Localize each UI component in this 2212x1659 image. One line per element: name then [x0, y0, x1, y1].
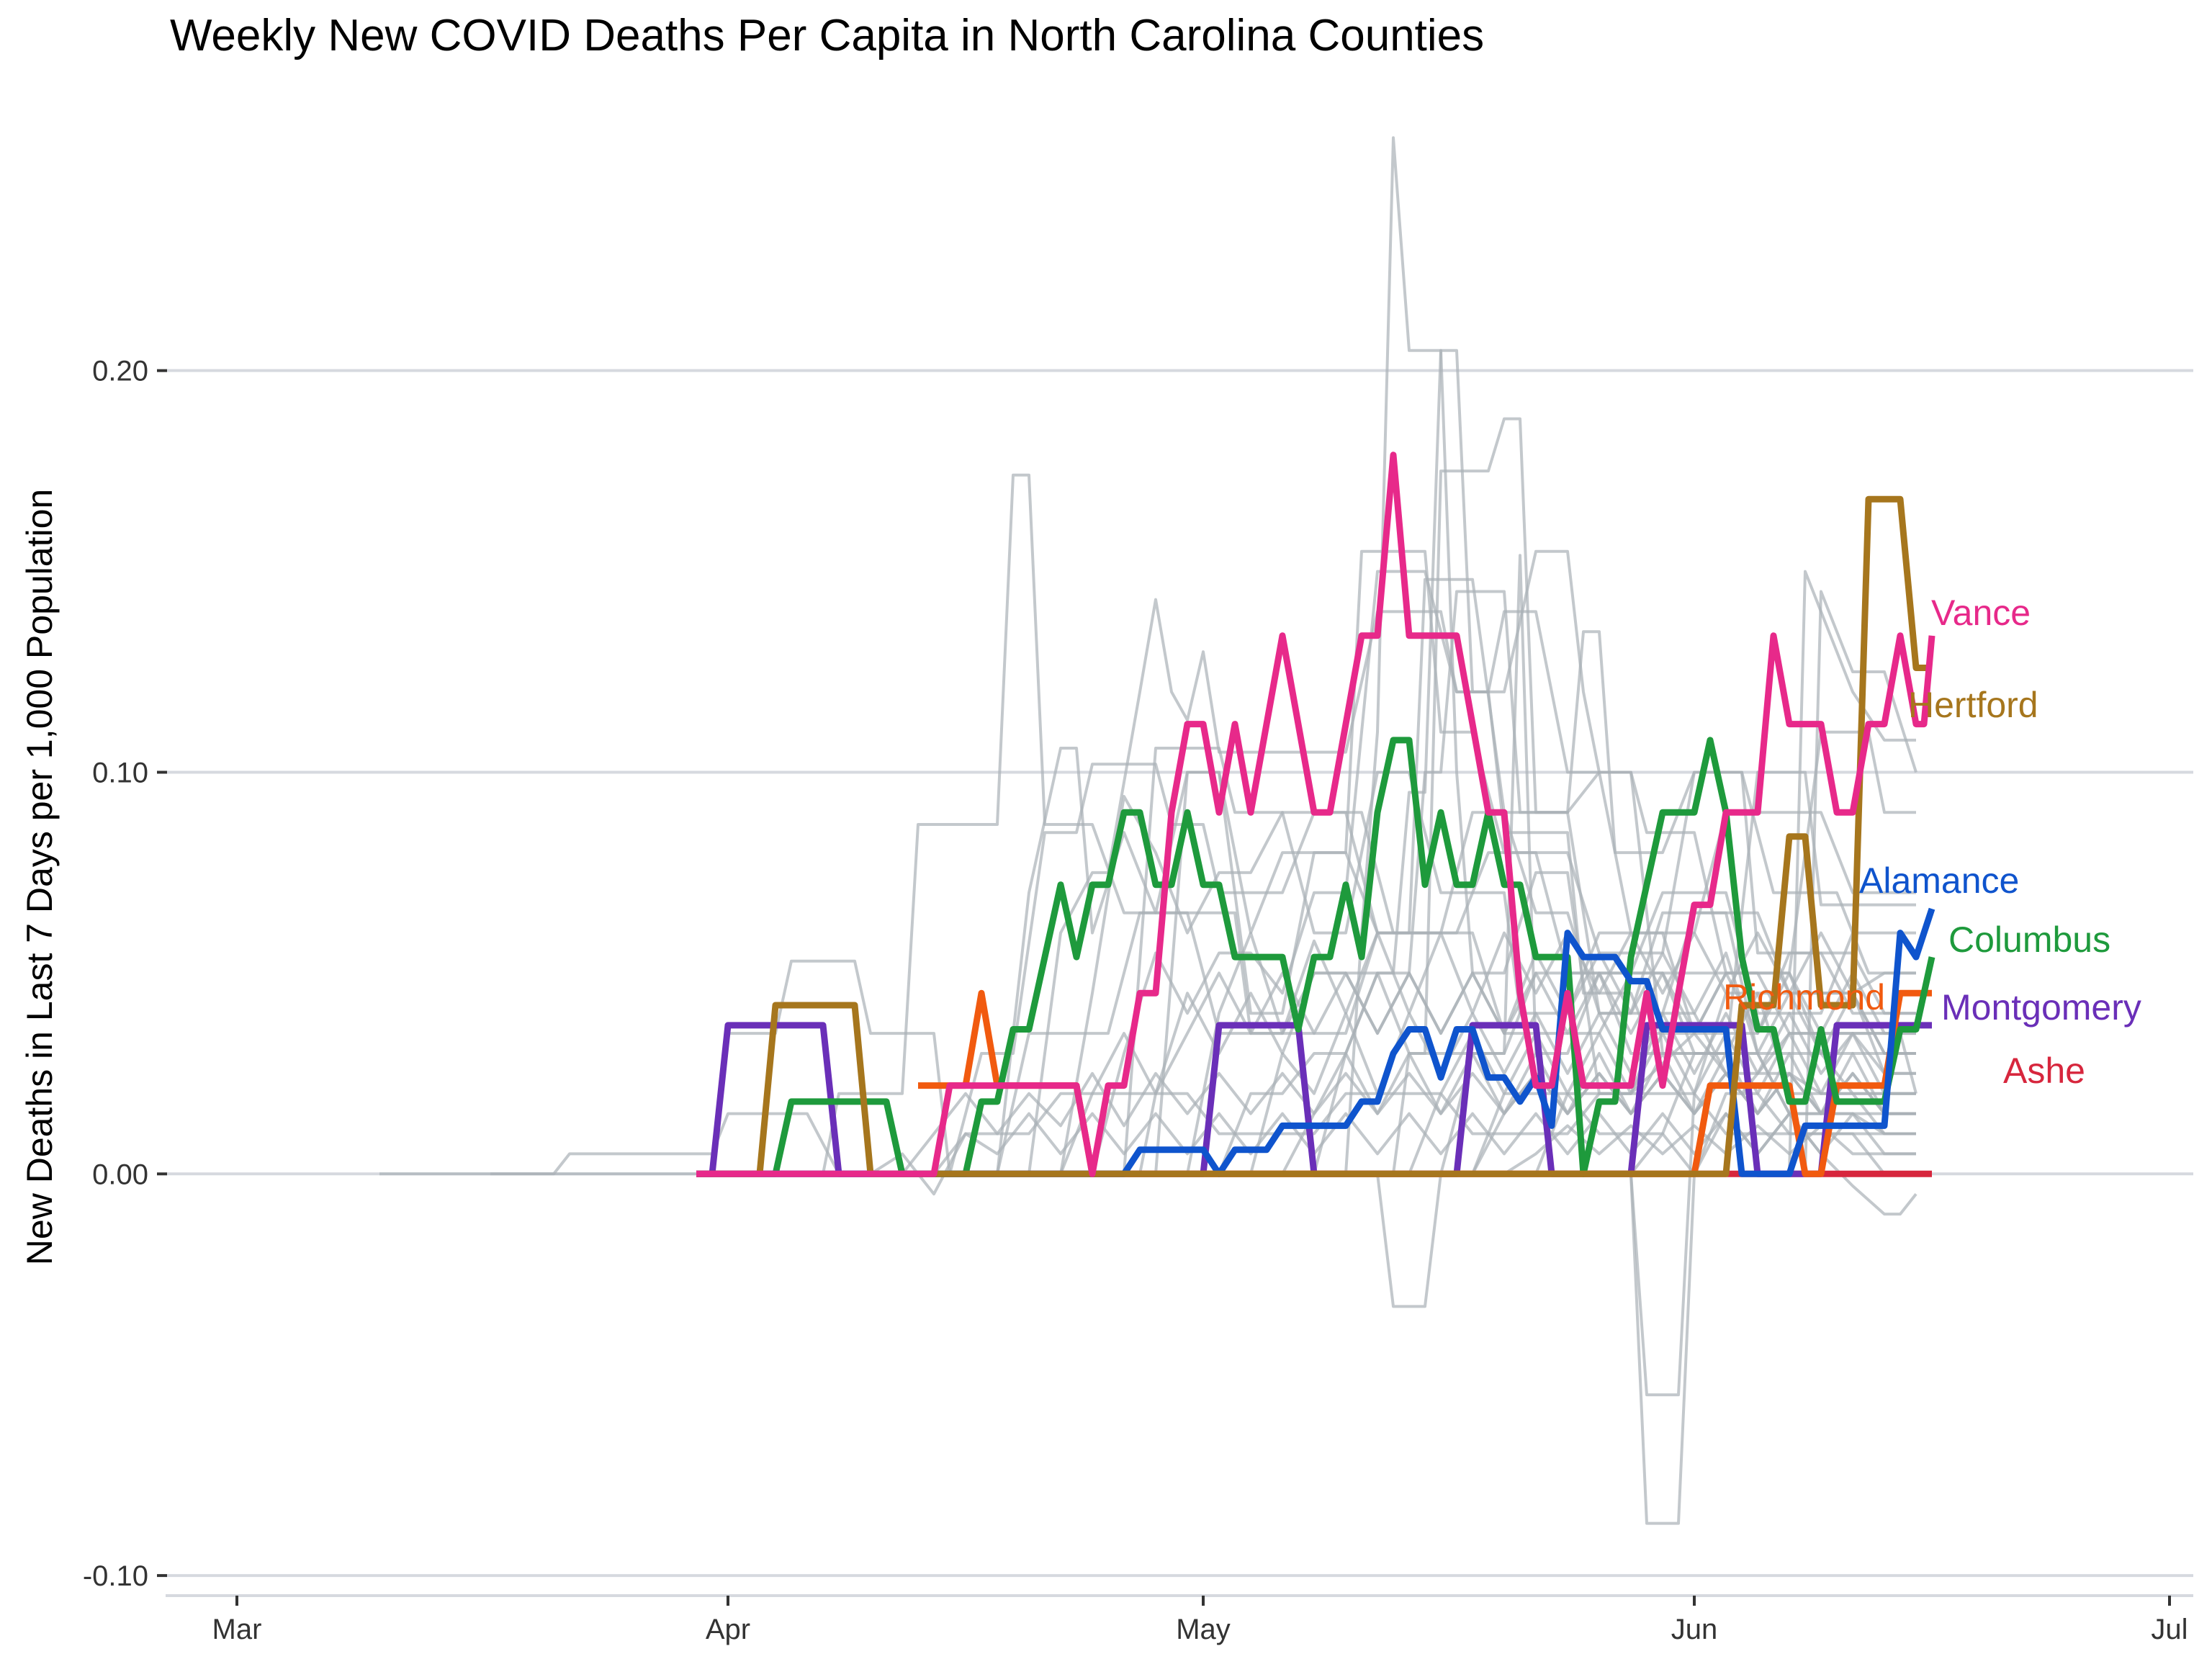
- y-tick-label: 0.00: [92, 1159, 148, 1190]
- background-county-line: [1629, 1092, 1916, 1525]
- background-county-line: [1629, 992, 1916, 1397]
- y-tick-label: -0.10: [83, 1560, 148, 1592]
- chart-title: Weekly New COVID Deaths Per Capita in No…: [170, 11, 1485, 60]
- series-label-hertford: Hertford: [1908, 685, 2038, 725]
- y-tick-label: 0.20: [92, 356, 148, 387]
- series-line-richmond: [918, 989, 1932, 1177]
- y-axis-title: New Deaths in Last 7 Days per 1,000 Popu…: [19, 489, 60, 1265]
- series-label-ashe: Ashe: [2003, 1051, 2085, 1091]
- background-county-line: [948, 763, 1916, 1174]
- background-county-line: [1377, 417, 1916, 1176]
- series-label-richmond: Richmond: [1723, 977, 1885, 1017]
- series-label-vance: Vance: [1931, 593, 2031, 633]
- series-label-columbus: Columbus: [1948, 920, 2110, 960]
- x-tick-label: May: [1176, 1614, 1231, 1645]
- background-county-line: [1503, 1124, 1916, 1175]
- series-line-vance: [696, 451, 1936, 1177]
- background-county-line: [1439, 554, 1916, 1174]
- background-county-line: [1249, 1012, 1916, 1174]
- y-tick-label: 0.10: [92, 757, 148, 788]
- background-county-line: [1804, 590, 1917, 1174]
- background-county-line: [1218, 590, 1916, 1175]
- series-line-hertford: [696, 495, 1932, 1177]
- series-line-alamance: [696, 907, 1936, 1177]
- x-tick-label: Mar: [212, 1614, 262, 1645]
- series-label-alamance: Alamance: [1859, 860, 2019, 901]
- background-county-line: [869, 1112, 1916, 1196]
- series-line-columbus: [696, 737, 1936, 1177]
- x-tick-label: Apr: [706, 1614, 750, 1645]
- background-county-line: [1788, 570, 1916, 1174]
- series-label-montgomery: Montgomery: [1941, 987, 2141, 1028]
- x-tick-label: Jul: [2151, 1614, 2188, 1645]
- x-tick-label: Jun: [1671, 1614, 1718, 1645]
